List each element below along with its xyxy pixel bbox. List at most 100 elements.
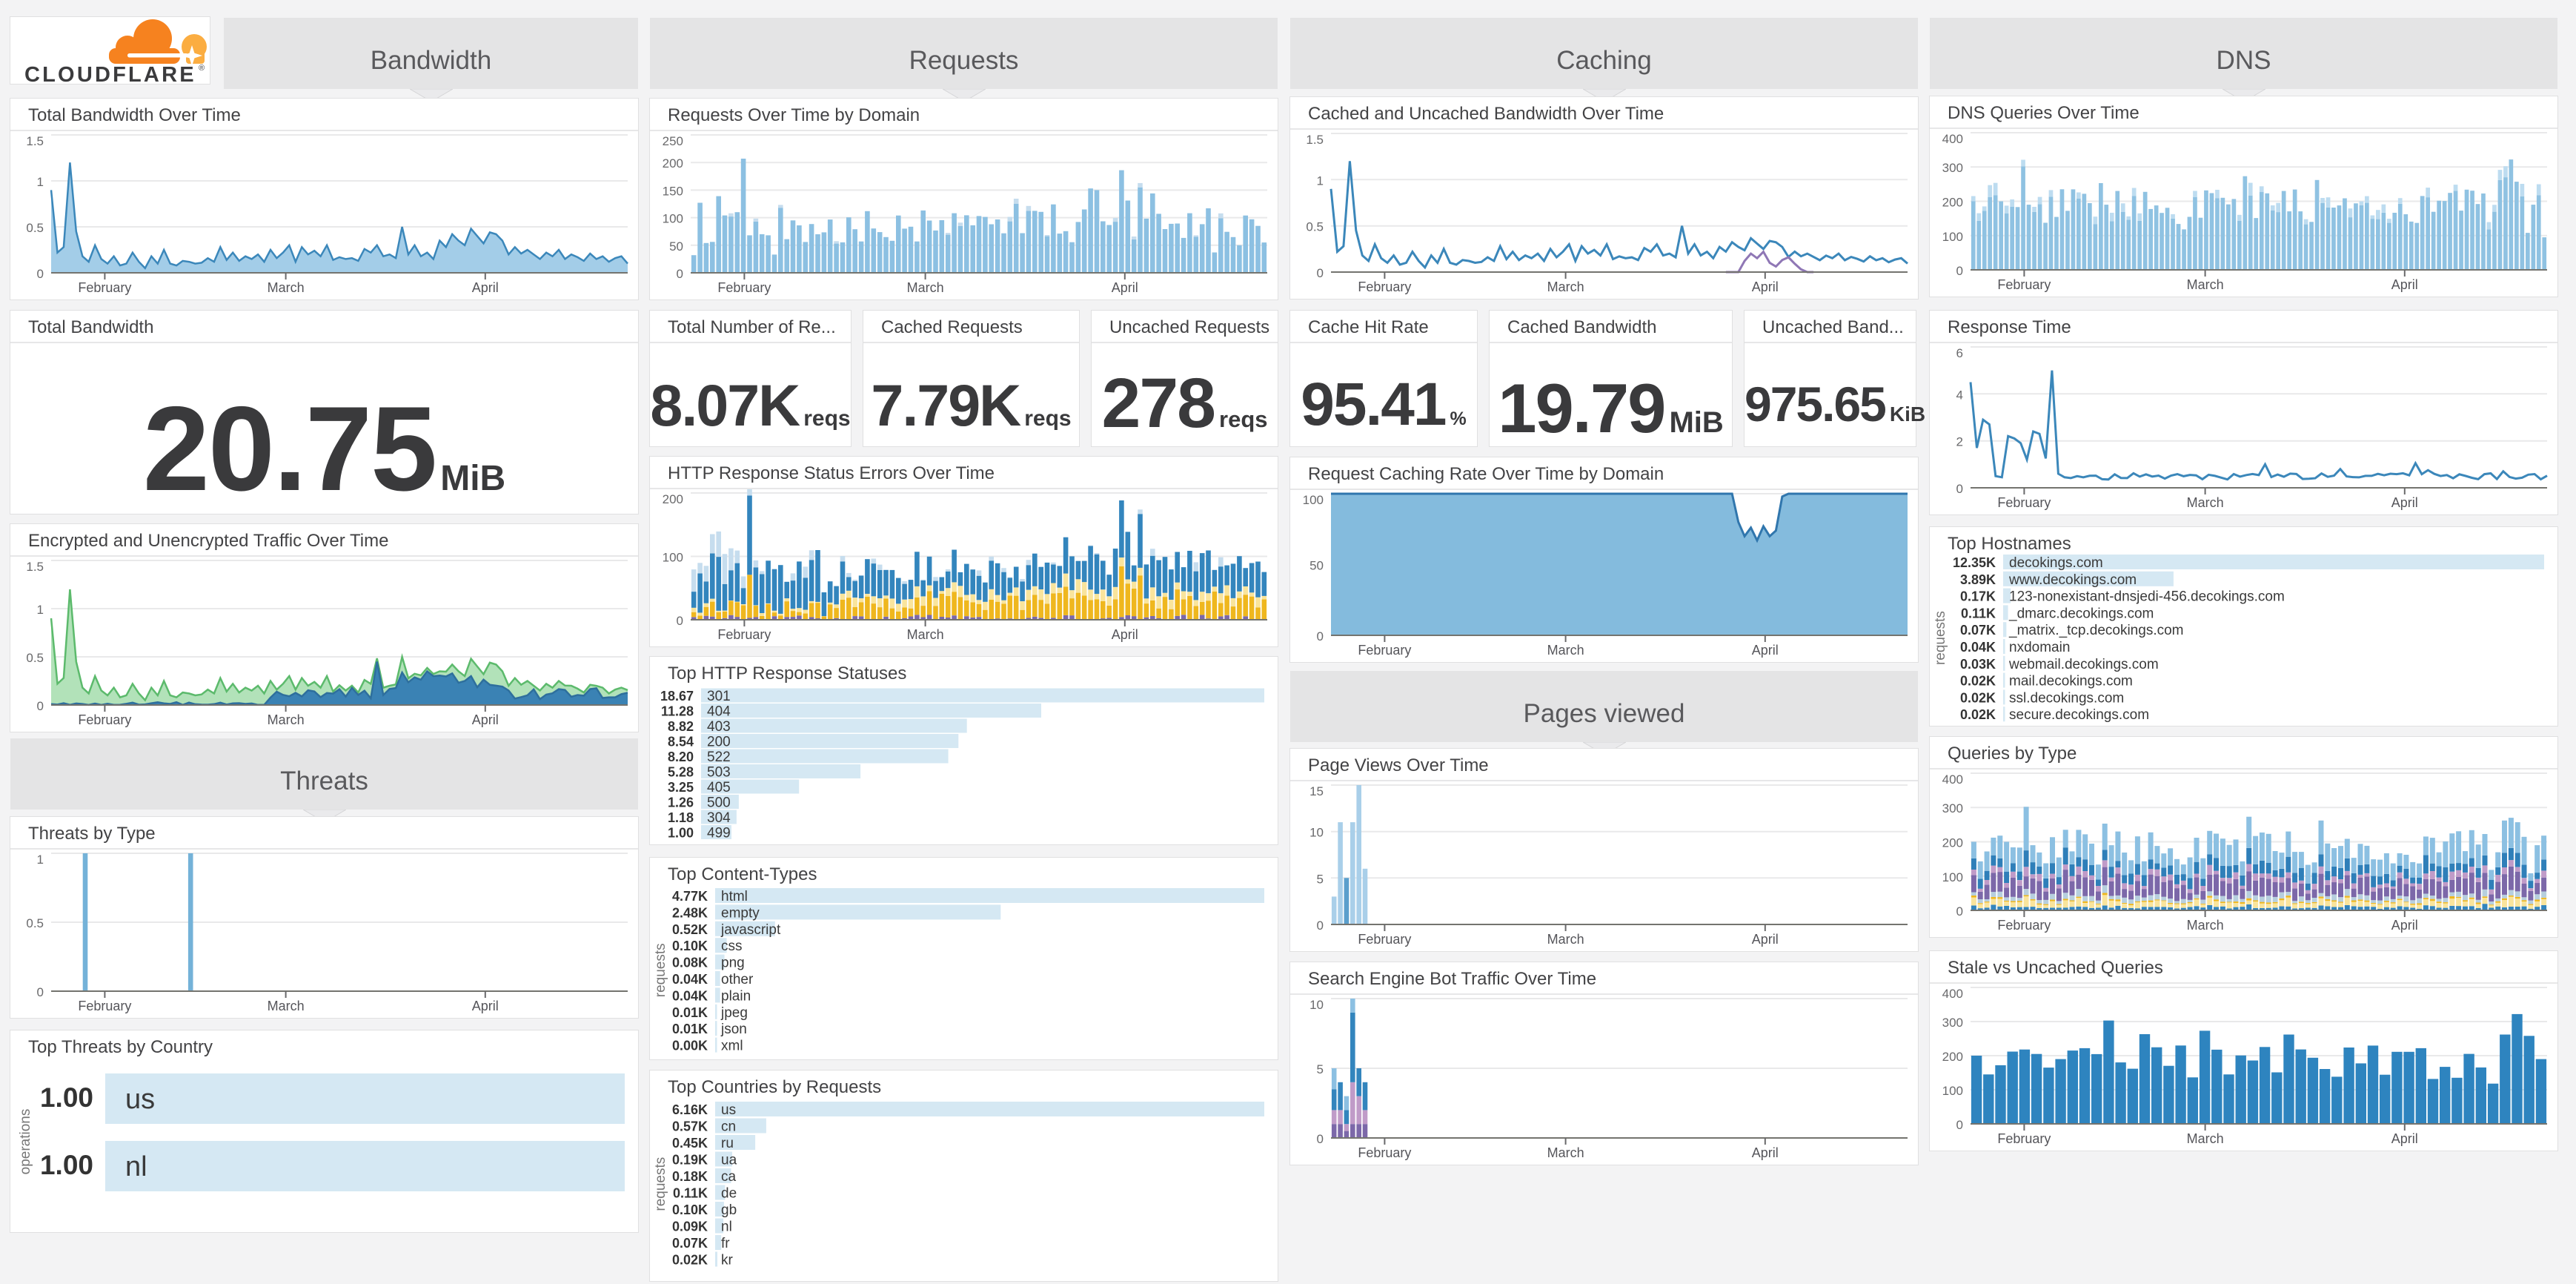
svg-text:_dmarc.decokings.com: _dmarc.decokings.com — [2008, 606, 2154, 621]
svg-text:jpeg: jpeg — [720, 1005, 748, 1021]
svg-text:webmail.decokings.com: webmail.decokings.com — [2008, 657, 2159, 672]
svg-text:April: April — [2391, 495, 2418, 510]
svg-text:3.25: 3.25 — [668, 780, 694, 795]
svg-text:15: 15 — [1309, 784, 1324, 798]
svg-text:CLOUDFLARE: CLOUDFLARE — [24, 63, 196, 84]
svg-text:requests: requests — [653, 943, 668, 997]
svg-text:5.28: 5.28 — [668, 765, 694, 780]
svg-text:0.02K: 0.02K — [1960, 674, 1996, 689]
svg-text:secure.decokings.com: secure.decokings.com — [2009, 707, 2149, 723]
svg-text:0.19K: 0.19K — [672, 1153, 708, 1168]
svg-text:100: 100 — [1942, 1084, 1963, 1098]
svg-text:100: 100 — [1942, 230, 1963, 244]
svg-text:300: 300 — [1942, 801, 1963, 815]
svg-text:503: 503 — [707, 765, 731, 781]
svg-text:10: 10 — [1309, 826, 1324, 840]
svg-text:0: 0 — [677, 267, 683, 281]
svg-text:100: 100 — [1942, 870, 1963, 884]
svg-text:February: February — [1997, 495, 2051, 510]
svg-text:300: 300 — [1942, 1016, 1963, 1030]
svg-text:February: February — [78, 280, 131, 295]
svg-text:February: February — [78, 999, 131, 1013]
svg-text:1.18: 1.18 — [668, 810, 694, 825]
svg-text:0: 0 — [1317, 266, 1324, 280]
svg-text:200: 200 — [663, 156, 683, 171]
svg-text:0: 0 — [1317, 1132, 1324, 1146]
svg-text:400: 400 — [1942, 772, 1963, 787]
svg-text:100: 100 — [663, 551, 683, 565]
svg-text:png: png — [721, 956, 745, 971]
svg-text:0.04K: 0.04K — [672, 972, 708, 987]
svg-text:empty: empty — [721, 905, 760, 921]
svg-text:us: us — [125, 1084, 155, 1115]
svg-text:xml: xml — [721, 1039, 743, 1054]
svg-text:1: 1 — [37, 853, 44, 867]
svg-text:0.5: 0.5 — [26, 916, 44, 930]
svg-text:8.20: 8.20 — [668, 749, 694, 764]
svg-text:0.52K: 0.52K — [672, 922, 708, 937]
svg-text:March: March — [907, 280, 944, 295]
svg-text:123-nonexistant-dnsjedi-456.de: 123-nonexistant-dnsjedi-456.decokings.co… — [2009, 589, 2285, 605]
svg-text:0.10K: 0.10K — [672, 1202, 708, 1217]
svg-text:200: 200 — [663, 492, 683, 506]
svg-text:0.07K: 0.07K — [672, 1236, 708, 1251]
svg-text:February: February — [1997, 918, 2051, 933]
svg-text:nl: nl — [721, 1220, 732, 1235]
svg-text:100: 100 — [663, 212, 683, 226]
svg-text:404: 404 — [707, 704, 731, 720]
svg-text:April: April — [2391, 277, 2418, 292]
svg-text:50: 50 — [1309, 559, 1324, 573]
svg-text:nxdomain: nxdomain — [2009, 640, 2070, 655]
svg-text:fr: fr — [721, 1236, 730, 1251]
svg-text:February: February — [1358, 643, 1411, 658]
svg-text:0.03K: 0.03K — [1960, 657, 1996, 672]
svg-text:0.08K: 0.08K — [672, 956, 708, 970]
svg-text:March: March — [268, 280, 305, 295]
svg-text:0: 0 — [1317, 629, 1324, 643]
svg-text:April: April — [1752, 279, 1779, 294]
svg-text:1: 1 — [37, 175, 44, 189]
svg-text:requests: requests — [1933, 611, 1948, 665]
svg-text:0: 0 — [1956, 264, 1963, 278]
svg-text:March: March — [2187, 1131, 2224, 1146]
svg-text:April: April — [472, 712, 499, 727]
svg-text:522: 522 — [707, 749, 731, 765]
svg-text:March: March — [907, 627, 944, 642]
svg-text:0.09K: 0.09K — [672, 1220, 708, 1234]
svg-text:requests: requests — [653, 1157, 668, 1211]
svg-text:March: March — [1547, 643, 1584, 658]
svg-text:0: 0 — [1956, 904, 1963, 919]
svg-text:0: 0 — [1317, 919, 1324, 933]
svg-text:0.18K: 0.18K — [672, 1169, 708, 1184]
svg-text:500: 500 — [707, 795, 731, 811]
svg-text:1: 1 — [1317, 173, 1324, 188]
svg-text:1.26: 1.26 — [668, 795, 694, 810]
svg-text:April: April — [2391, 1131, 2418, 1146]
svg-text:0: 0 — [37, 699, 44, 713]
svg-text:400: 400 — [1942, 132, 1963, 146]
svg-text:_matrix._tcp.decokings.com: _matrix._tcp.decokings.com — [2008, 623, 2184, 638]
svg-text:250: 250 — [663, 134, 683, 148]
svg-text:February: February — [1358, 932, 1411, 947]
svg-text:mail.decokings.com: mail.decokings.com — [2009, 674, 2133, 689]
svg-text:March: March — [2187, 918, 2224, 933]
svg-text:0: 0 — [37, 267, 44, 281]
svg-text:nl: nl — [125, 1151, 147, 1182]
svg-text:de: de — [721, 1186, 737, 1202]
svg-text:April: April — [1112, 627, 1138, 642]
svg-text:400: 400 — [1942, 987, 1963, 1001]
svg-text:304: 304 — [707, 810, 731, 826]
svg-text:11.28: 11.28 — [661, 704, 694, 719]
svg-text:1: 1 — [37, 603, 44, 617]
svg-text:200: 200 — [1942, 836, 1963, 850]
svg-text:March: March — [268, 712, 305, 727]
svg-text:April: April — [1752, 643, 1779, 658]
svg-text:javascript: javascript — [720, 922, 781, 938]
svg-text:0.01K: 0.01K — [672, 1005, 708, 1020]
svg-text:10: 10 — [1309, 998, 1324, 1012]
svg-text:6.16K: 6.16K — [672, 1102, 708, 1117]
svg-text:1.5: 1.5 — [26, 134, 44, 148]
svg-text:0: 0 — [677, 614, 683, 628]
svg-text:cn: cn — [721, 1119, 736, 1135]
svg-text:ca: ca — [721, 1169, 737, 1185]
